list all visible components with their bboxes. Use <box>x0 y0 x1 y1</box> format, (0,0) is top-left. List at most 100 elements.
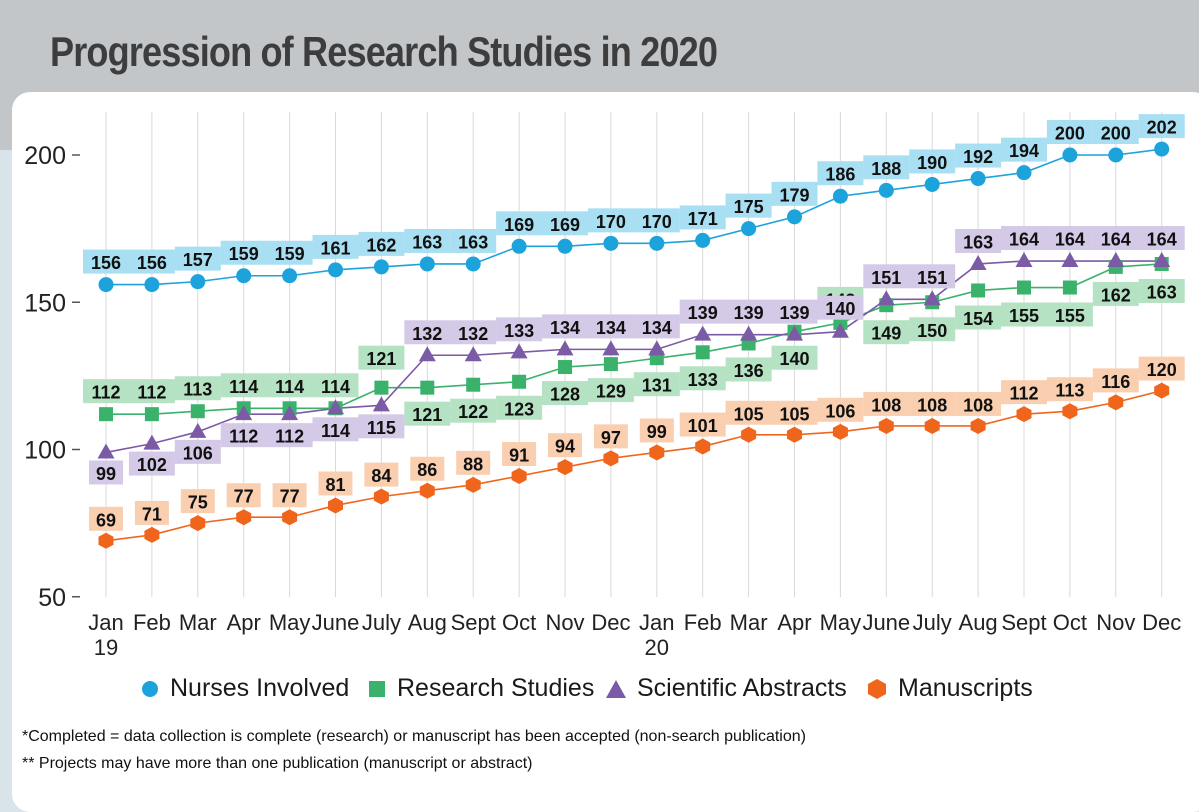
data-point-nurses <box>649 235 665 251</box>
data-label-nurses: 161 <box>320 238 350 258</box>
data-point-abstracts <box>740 325 758 341</box>
data-point-research-studies <box>971 283 986 298</box>
x-tick-label: Feb <box>133 610 171 635</box>
data-point-nurses <box>970 171 986 187</box>
data-label-bg <box>587 208 634 233</box>
data-label-bg <box>955 228 1002 253</box>
data-point-abstracts <box>602 340 620 356</box>
data-point-research-studies <box>1062 280 1077 295</box>
data-label-bg <box>771 345 818 370</box>
data-point-abstracts <box>831 322 849 338</box>
data-label-research-studies: 163 <box>1147 282 1177 302</box>
data-label-nurses: 179 <box>779 185 809 205</box>
data-label-bg <box>725 400 772 425</box>
data-label-bg <box>1138 278 1185 303</box>
x-tick-label: Oct <box>502 610 536 635</box>
data-label-bg <box>1138 114 1185 139</box>
data-label-bg <box>318 471 353 496</box>
data-label-bg <box>542 381 588 406</box>
data-point-abstracts <box>189 422 207 438</box>
data-label-abstracts: 114 <box>321 421 350 441</box>
data-label-bg <box>1046 226 1093 251</box>
data-label-research-studies: 128 <box>550 385 580 405</box>
data-label-manuscripts: 116 <box>1101 372 1130 392</box>
data-point-abstracts <box>556 340 574 356</box>
data-label-abstracts: 132 <box>458 324 488 344</box>
data-label-abstracts: 134 <box>642 318 672 338</box>
data-label-nurses: 163 <box>458 232 488 252</box>
x-tick-label: Nov <box>1096 610 1135 635</box>
data-label-bg <box>955 305 1002 330</box>
x-tick-label: Dec <box>1142 610 1181 635</box>
data-point-nurses <box>190 274 206 290</box>
data-point-manuscripts <box>557 459 573 476</box>
data-label-abstracts: 140 <box>825 299 855 319</box>
data-label-abstracts: 99 <box>96 464 116 484</box>
data-label-bg <box>220 373 267 398</box>
data-label-abstracts: 134 <box>596 318 626 338</box>
data-label-nurses: 171 <box>688 209 718 229</box>
data-label-research-studies: 123 <box>504 399 534 419</box>
data-label-bg <box>593 424 628 449</box>
data-label-abstracts: 163 <box>963 232 993 252</box>
data-label-bg <box>450 320 497 345</box>
data-label-nurses: 200 <box>1055 124 1085 144</box>
legend-label-abstracts: Scientific Abstracts <box>637 674 847 702</box>
data-label-nurses: 186 <box>825 165 855 185</box>
x-tick-label: Jan <box>639 610 674 635</box>
data-point-nurses <box>373 259 389 275</box>
data-point-abstracts <box>143 434 161 450</box>
legend-label-manuscripts: Manuscripts <box>898 674 1033 702</box>
data-label-bg <box>633 208 680 233</box>
data-label-bg <box>226 483 261 508</box>
data-label-bg <box>863 391 910 416</box>
data-point-research-studies <box>420 380 435 395</box>
data-label-bg <box>771 181 818 206</box>
x-tick-label: Jan <box>88 610 123 635</box>
data-label-bg <box>89 460 123 485</box>
data-point-nurses <box>787 209 802 225</box>
data-label-bg <box>312 417 359 442</box>
data-label-bg <box>358 345 405 370</box>
data-point-manuscripts <box>741 426 757 443</box>
triangle-marker-icon <box>606 679 626 698</box>
x-tick-label: Nov <box>545 610 584 635</box>
data-point-manuscripts <box>695 438 711 455</box>
data-point-abstracts <box>97 443 115 459</box>
series-line-abstracts <box>105 260 1162 454</box>
data-point-nurses <box>236 268 252 284</box>
data-label-bg <box>679 299 726 324</box>
data-label-manuscripts: 108 <box>963 395 993 415</box>
data-point-manuscripts <box>328 497 343 514</box>
data-point-nurses <box>1016 165 1032 181</box>
data-point-manuscripts <box>787 426 802 443</box>
x-tick-label: July <box>913 610 952 635</box>
data-label-bg <box>1046 120 1093 144</box>
x-tick-label: Dec <box>591 610 630 635</box>
data-label-manuscripts: 77 <box>280 487 300 507</box>
data-label-bg <box>266 373 313 398</box>
data-point-nurses <box>465 256 481 272</box>
data-label-bg <box>633 314 680 339</box>
y-tick-label: 200 <box>24 142 66 170</box>
data-point-research-studies <box>466 377 481 392</box>
data-label-research-studies: 131 <box>642 376 672 396</box>
data-label-bg <box>404 401 451 426</box>
data-point-abstracts <box>418 346 436 362</box>
data-point-abstracts <box>235 405 253 421</box>
data-point-abstracts <box>1061 252 1079 268</box>
data-label-bg <box>1138 226 1185 251</box>
x-tick-label: Aug <box>408 610 447 635</box>
data-label-abstracts: 106 <box>183 443 213 463</box>
data-label-manuscripts: 81 <box>325 475 345 495</box>
data-label-bg <box>1001 380 1047 405</box>
data-point-research-studies <box>695 345 710 360</box>
data-label-manuscripts: 86 <box>417 460 437 480</box>
square-marker-icon <box>369 680 385 697</box>
data-label-bg <box>771 299 818 324</box>
data-label-nurses: 159 <box>275 244 305 264</box>
data-point-abstracts <box>1153 252 1171 268</box>
data-point-research-studies <box>603 357 618 372</box>
data-point-nurses <box>603 235 619 251</box>
